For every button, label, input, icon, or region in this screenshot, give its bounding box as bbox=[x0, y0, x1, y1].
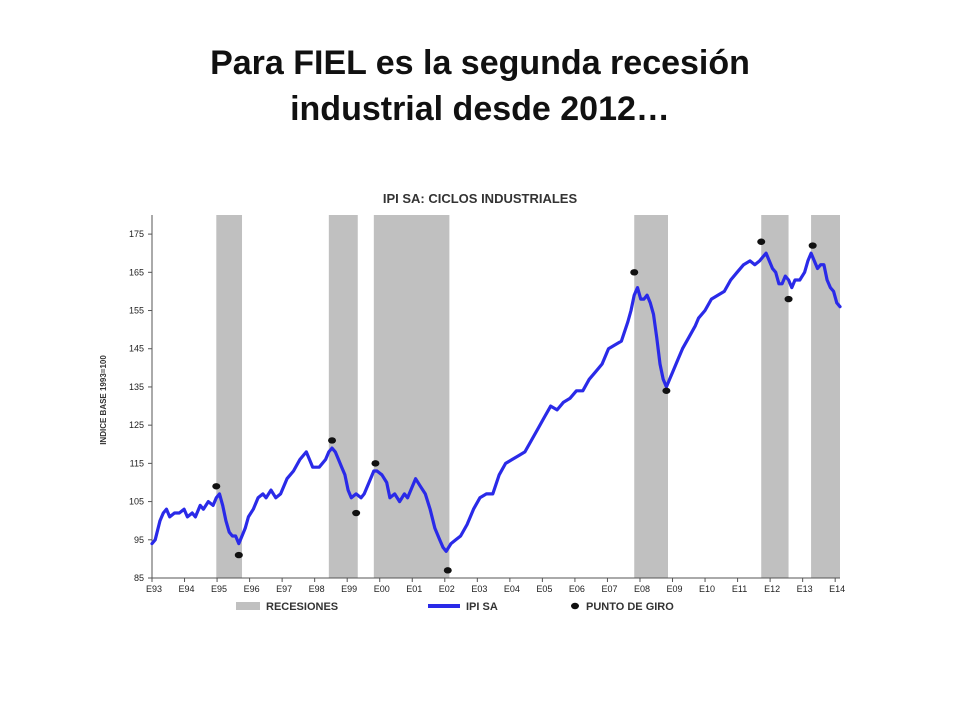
y-tick-label: 125 bbox=[129, 420, 144, 430]
legend-label-ipi: IPI SA bbox=[466, 601, 498, 613]
x-tick-label: E09 bbox=[667, 584, 683, 594]
y-tick-label: 95 bbox=[134, 535, 144, 545]
y-tick-label: 155 bbox=[129, 306, 144, 316]
turning-point-9 bbox=[757, 238, 766, 245]
x-tick-label: E11 bbox=[732, 584, 747, 594]
y-tick-label: 85 bbox=[134, 573, 144, 583]
x-tick-label: E13 bbox=[797, 584, 813, 594]
turning-point-1 bbox=[212, 483, 221, 490]
turning-point-5 bbox=[371, 460, 380, 467]
x-tick-label: E00 bbox=[374, 584, 390, 594]
x-tick-label: E05 bbox=[536, 584, 552, 594]
x-tick-label: E03 bbox=[471, 584, 487, 594]
recession-band-3 bbox=[373, 215, 450, 578]
chart-title: IPI SA: CICLOS INDUSTRIALES bbox=[383, 191, 578, 206]
y-axis-label: INDICE BASE 1993=100 bbox=[99, 355, 108, 445]
turning-point-8 bbox=[662, 387, 671, 394]
x-tick-label: E10 bbox=[699, 584, 715, 594]
recession-bands bbox=[216, 215, 840, 578]
x-tick-label: E02 bbox=[439, 584, 455, 594]
y-tick-label: 165 bbox=[129, 267, 144, 277]
x-tick-label: E98 bbox=[309, 584, 325, 594]
x-tick-label: E97 bbox=[276, 584, 292, 594]
x-tick-label: E04 bbox=[504, 584, 520, 594]
series-line-ipi-sa bbox=[150, 251, 842, 553]
legend-swatch-recessions bbox=[236, 602, 260, 610]
turning-point-7 bbox=[630, 269, 639, 276]
y-tick-label: 135 bbox=[129, 382, 144, 392]
turning-point-6 bbox=[443, 567, 452, 574]
turning-points bbox=[212, 238, 817, 574]
turning-point-11 bbox=[808, 242, 817, 249]
legend-label-turning-points: PUNTO DE GIRO bbox=[586, 601, 674, 613]
axes: 85 95 105 115 125 135 145 155 165 175 E93 E94 E95 E96… bbox=[129, 215, 845, 594]
y-tick-label: 115 bbox=[130, 458, 144, 468]
chart-container: IPI SA: CICLOS INDUSTRIALES INDICE BASE … bbox=[90, 185, 860, 625]
x-tick-label: E07 bbox=[601, 584, 617, 594]
ipi-chart: IPI SA: CICLOS INDUSTRIALES INDICE BASE … bbox=[99, 191, 845, 613]
turning-point-3 bbox=[328, 437, 337, 444]
legend-label-recessions: RECESIONES bbox=[266, 601, 338, 613]
series-group bbox=[150, 251, 842, 553]
x-tick-label: E01 bbox=[406, 584, 422, 594]
x-tick-label: E12 bbox=[764, 584, 780, 594]
y-tick-label: 105 bbox=[129, 497, 144, 507]
recession-band-4 bbox=[634, 215, 668, 578]
recession-band-1 bbox=[216, 215, 243, 578]
x-tick-label: E14 bbox=[829, 584, 845, 594]
x-tick-label: E93 bbox=[146, 584, 162, 594]
x-tick-label: E06 bbox=[569, 584, 585, 594]
slide-title-line-1: Para FIEL es la segunda recesión bbox=[210, 44, 750, 82]
y-tick-label: 175 bbox=[129, 229, 144, 239]
x-tick-label: E99 bbox=[341, 584, 357, 594]
recession-band-2 bbox=[328, 215, 358, 578]
x-tick-label: E08 bbox=[634, 584, 650, 594]
legend-swatch-turning-points bbox=[571, 602, 579, 610]
turning-point-2 bbox=[234, 551, 243, 559]
x-tick-label: E94 bbox=[179, 584, 195, 594]
slide-title-line-2: industrial desde 2012… bbox=[290, 90, 670, 128]
turning-point-10 bbox=[784, 295, 793, 303]
x-tick-label: E96 bbox=[244, 584, 260, 594]
slide-title: Para FIEL es la segunda recesión industr… bbox=[0, 40, 960, 132]
turning-point-4 bbox=[352, 509, 361, 517]
y-tick-label: 145 bbox=[129, 344, 144, 354]
legend: RECESIONES IPI SA PUNTO DE GIRO bbox=[236, 601, 674, 613]
x-tick-label: E95 bbox=[211, 584, 227, 594]
